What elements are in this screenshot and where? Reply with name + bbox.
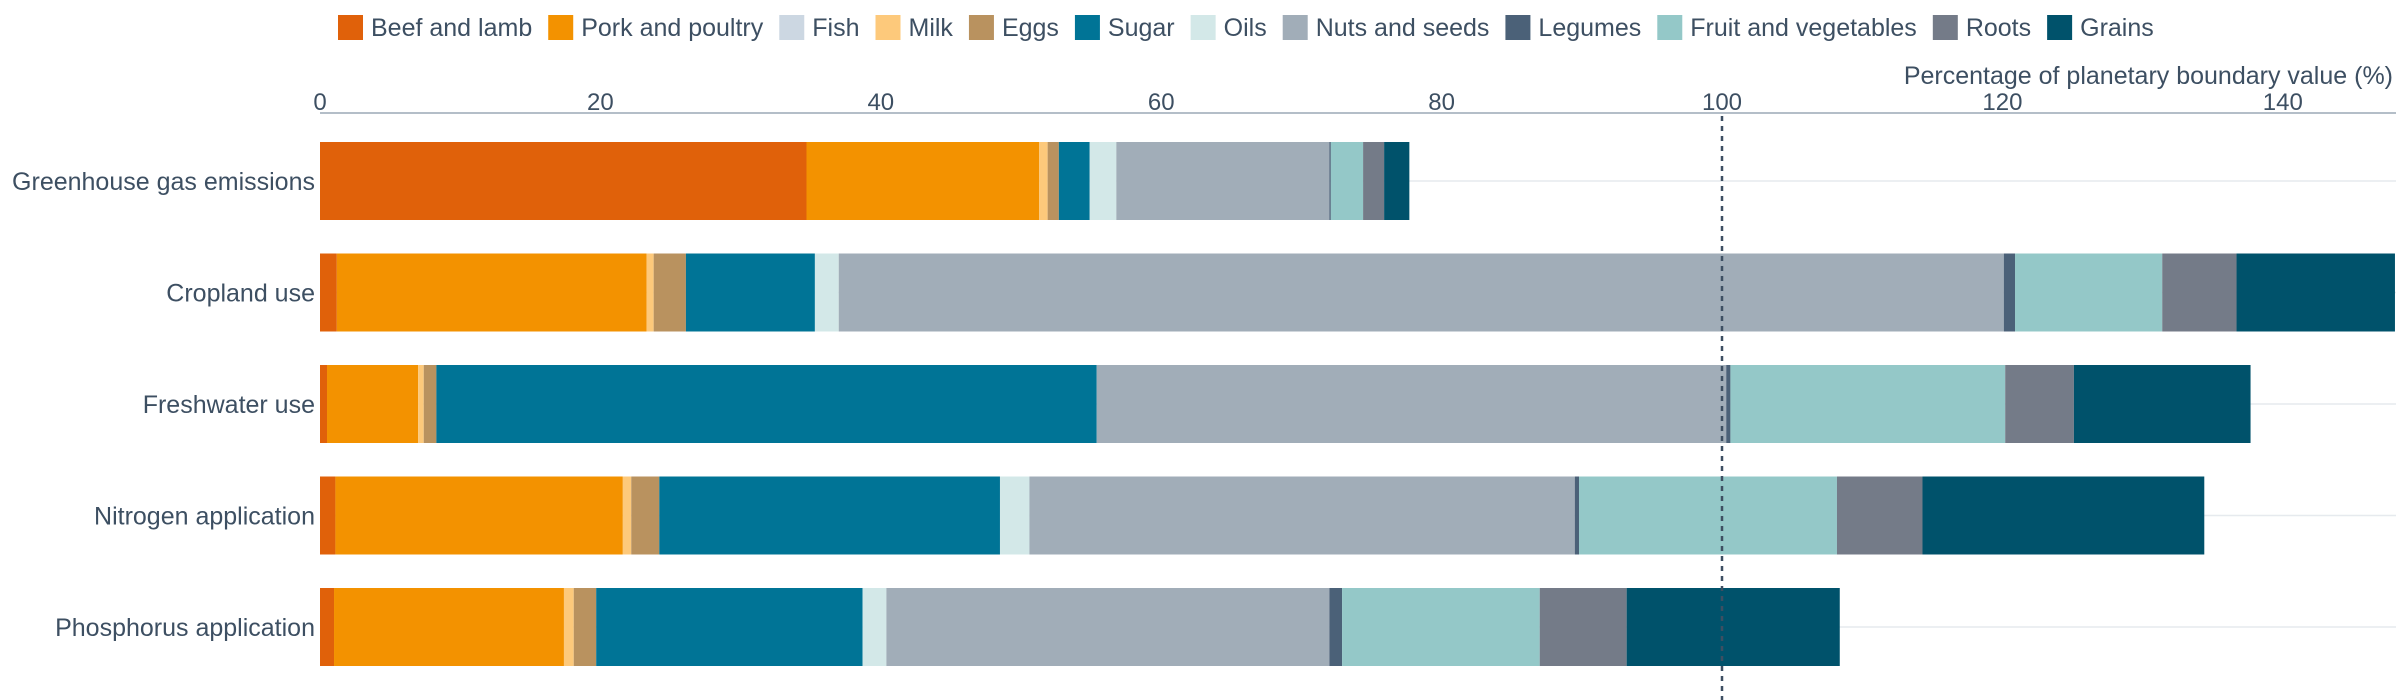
bar-segment-cropland-use-roots: [2162, 253, 2237, 332]
bar-segment-cropland-use-fruit-and-vegetables: [2015, 253, 2163, 332]
x-tick-label-100: 100: [1702, 89, 1742, 116]
bar-segment-greenhouse-gas-emissions-beef-and-lamb: [320, 142, 807, 220]
bar-segment-phosphorus-application-oils: [862, 588, 887, 666]
bar-segment-nitrogen-application-legumes: [1574, 476, 1579, 555]
bar-segment-freshwater-use-nuts-and-seeds: [1096, 365, 1727, 443]
legend-swatch-beef-and-lamb: [338, 15, 363, 40]
legend-label-pork-and-poultry: Pork and poultry: [581, 14, 764, 42]
category-label-nitrogen-application: Nitrogen application: [94, 503, 315, 531]
bar-segment-greenhouse-gas-emissions-pork-and-poultry: [806, 142, 1040, 220]
bar-segment-freshwater-use-legumes: [1726, 365, 1731, 443]
bar-segment-greenhouse-gas-emissions-nuts-and-seeds: [1116, 142, 1330, 220]
bar-segment-greenhouse-gas-emissions-grains: [1384, 142, 1410, 220]
bar-segment-greenhouse-gas-emissions-eggs: [1047, 142, 1059, 220]
legend-swatch-milk: [875, 15, 901, 40]
bar-segment-cropland-use-pork-and-poultry: [336, 253, 647, 332]
bar-segment-greenhouse-gas-emissions-oils: [1089, 142, 1117, 220]
bar-segment-phosphorus-application-beef-and-lamb: [320, 588, 335, 666]
bar-segment-greenhouse-gas-emissions-roots: [1363, 142, 1385, 220]
bar-segment-freshwater-use-grains: [2073, 365, 2251, 443]
bar-segment-phosphorus-application-milk: [563, 588, 574, 666]
x-tick-label-0: 0: [313, 89, 326, 116]
bar-segment-nitrogen-application-sugar: [659, 476, 1000, 555]
bar-segment-nitrogen-application-fruit-and-vegetables: [1578, 476, 1837, 555]
x-axis-title: Percentage of planetary boundary value (…: [1904, 62, 2393, 90]
bar-segment-phosphorus-application-eggs: [573, 588, 597, 666]
legend-label-nuts-and-seeds: Nuts and seeds: [1316, 14, 1490, 42]
bar-segment-freshwater-use-milk: [418, 365, 424, 443]
legend-swatch-fruit-and-vegetables: [1657, 15, 1683, 40]
legend-label-fruit-and-vegetables: Fruit and vegetables: [1690, 14, 1917, 42]
bar-segment-freshwater-use-beef-and-lamb: [320, 365, 328, 443]
legend-label-fish: Fish: [812, 14, 859, 42]
bar-segment-cropland-use-sugar: [685, 253, 815, 332]
legend-label-oils: Oils: [1224, 14, 1267, 42]
bar-segment-nitrogen-application-roots: [1836, 476, 1923, 555]
bars: [320, 142, 2395, 666]
legend-swatch-pork-and-poultry: [548, 15, 574, 40]
bar-segment-cropland-use-oils: [814, 253, 839, 332]
bar-segment-freshwater-use-pork-and-poultry: [327, 365, 419, 443]
category-labels: Greenhouse gas emissions Cropland use Fres…: [12, 168, 315, 642]
legend-swatch-eggs: [968, 15, 994, 40]
legend-swatch-legumes: [1505, 15, 1531, 40]
bar-segment-cropland-use-legumes: [2003, 253, 2016, 332]
bar-segment-nitrogen-application-oils: [999, 476, 1030, 555]
x-tick-label-120: 120: [1982, 89, 2022, 116]
x-tick-label-80: 80: [1428, 89, 1455, 116]
legend-swatch-grains: [2047, 15, 2073, 40]
x-tick-label-40: 40: [867, 89, 894, 116]
x-tick-label-20: 20: [587, 89, 614, 116]
bar-segment-cropland-use-milk: [646, 253, 654, 332]
legend-swatch-sugar: [1074, 15, 1100, 40]
bar-segment-cropland-use-beef-and-lamb: [320, 253, 337, 332]
bar-segment-greenhouse-gas-emissions-sugar: [1058, 142, 1090, 220]
category-label-greenhouse-gas-emissions: Greenhouse gas emissions: [12, 168, 315, 196]
bar-segment-cropland-use-nuts-and-seeds: [838, 253, 2004, 332]
category-label-freshwater-use: Freshwater use: [143, 391, 315, 419]
bar-segment-freshwater-use-eggs: [423, 365, 437, 443]
bar-segment-greenhouse-gas-emissions-fruit-and-vegetables: [1330, 142, 1364, 220]
bar-segment-phosphorus-application-grains: [1626, 588, 1840, 666]
legend-swatch-oils: [1190, 15, 1216, 40]
bar-segment-cropland-use-eggs: [653, 253, 686, 332]
bar-segment-phosphorus-application-roots: [1539, 588, 1627, 666]
legend-label-eggs: Eggs: [1002, 14, 1059, 42]
bar-segment-phosphorus-application-fruit-and-vegetables: [1342, 588, 1540, 666]
legend-swatch-fish: [779, 15, 805, 40]
legend-label-milk: Milk: [909, 14, 954, 42]
legend-swatch-nuts-and-seeds: [1282, 15, 1308, 40]
legend-label-grains: Grains: [2080, 14, 2154, 42]
bar-segment-greenhouse-gas-emissions-milk: [1039, 142, 1048, 220]
bar-segment-nitrogen-application-nuts-and-seeds: [1029, 476, 1575, 555]
bar-segment-nitrogen-application-eggs: [631, 476, 660, 555]
bar-segment-cropland-use-grains: [2236, 253, 2395, 332]
bar-segment-freshwater-use-sugar: [436, 365, 1097, 443]
bar-segment-phosphorus-application-pork-and-poultry: [334, 588, 564, 666]
bar-segment-nitrogen-application-beef-and-lamb: [320, 476, 336, 555]
bar-segment-freshwater-use-roots: [2005, 365, 2074, 443]
bar-segment-phosphorus-application-nuts-and-seeds: [886, 588, 1330, 666]
x-axis-ticks: 0 20 40 60 80 100 120 140: [313, 89, 2303, 116]
bar-segment-nitrogen-application-milk: [622, 476, 632, 555]
legend-label-legumes: Legumes: [1538, 14, 1641, 42]
legend: Beef and lamb Pork and poultry Fish Milk Egg…: [338, 14, 2154, 42]
legend-label-roots: Roots: [1966, 14, 2031, 42]
legend-swatch-roots: [1932, 15, 1958, 40]
category-label-cropland-use: Cropland use: [166, 280, 315, 308]
bar-segment-greenhouse-gas-emissions-legumes: [1329, 142, 1331, 220]
legend-label-beef-and-lamb: Beef and lamb: [371, 14, 532, 42]
x-tick-label-140: 140: [2263, 89, 2303, 116]
legend-label-sugar: Sugar: [1108, 14, 1175, 42]
category-label-phosphorus-application: Phosphorus application: [55, 614, 315, 642]
bar-segment-phosphorus-application-legumes: [1329, 588, 1343, 666]
bar-segment-freshwater-use-fruit-and-vegetables: [1730, 365, 2006, 443]
bar-segment-nitrogen-application-pork-and-poultry: [335, 476, 623, 555]
bar-segment-nitrogen-application-grains: [1922, 476, 2205, 555]
bar-segment-phosphorus-application-sugar: [596, 588, 863, 666]
x-tick-label-60: 60: [1148, 89, 1175, 116]
